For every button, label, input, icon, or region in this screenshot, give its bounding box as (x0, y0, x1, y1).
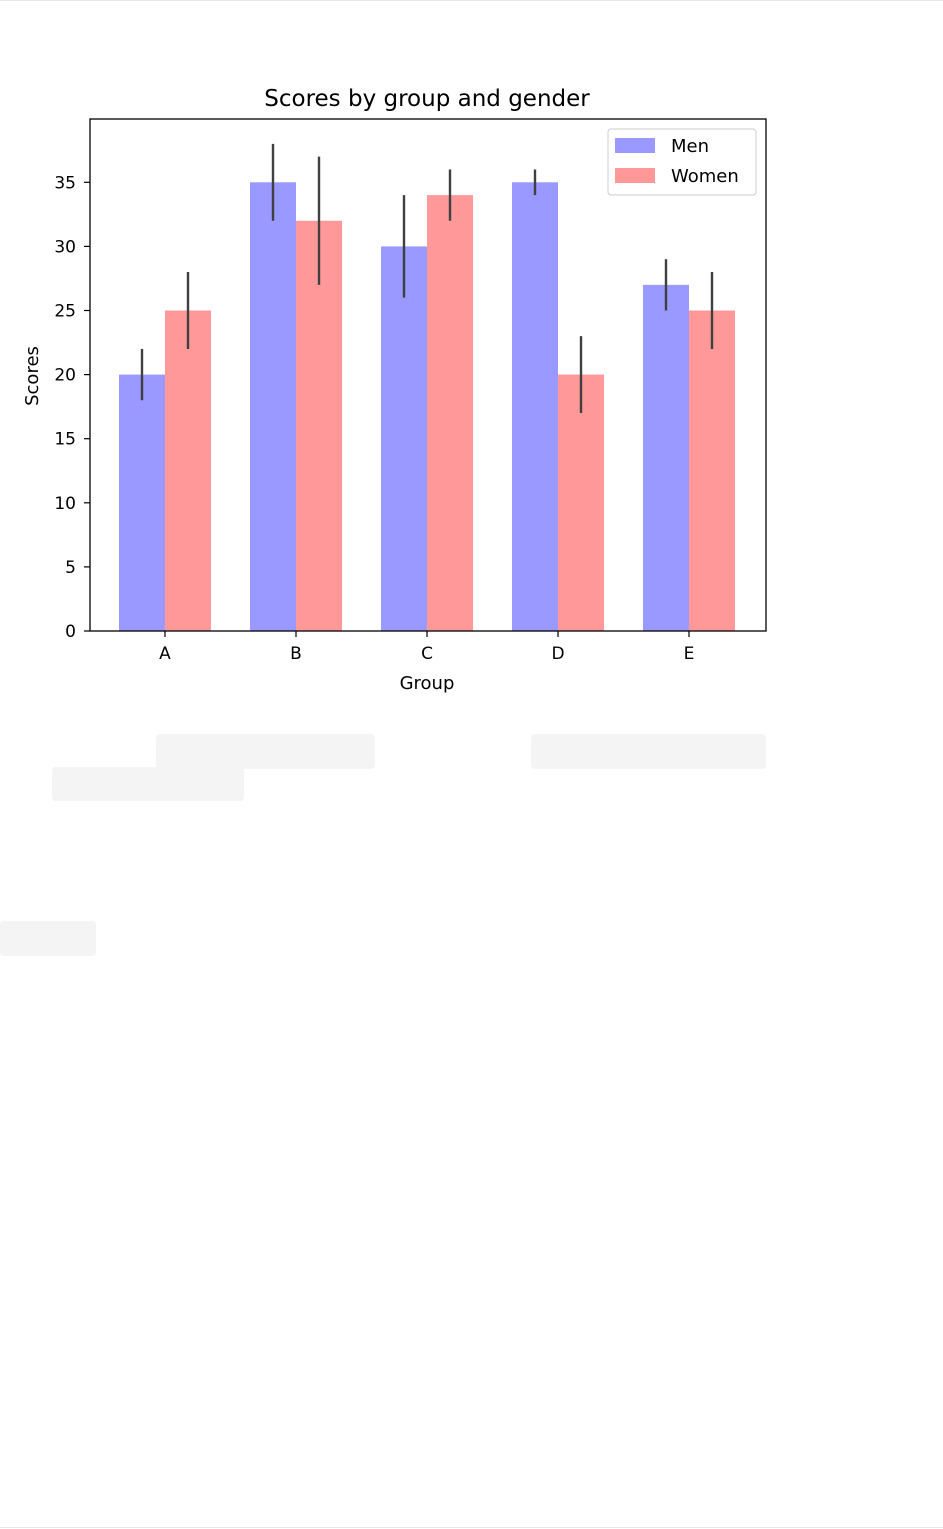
bar-women-c (427, 195, 473, 631)
top-divider (0, 0, 943, 1)
x-tick-label: A (159, 644, 171, 664)
y-tick-label: 15 (54, 430, 76, 450)
placeholder-block (156, 734, 375, 769)
bar-chart: Scores by group and gender 0 5 10 15 20 25 30 3… (22, 86, 767, 694)
bar-women-d (558, 374, 604, 631)
legend-swatch-women (615, 168, 655, 183)
bar-men-d (512, 182, 558, 632)
bar-women-e (689, 310, 735, 631)
y-tick-label: 35 (54, 173, 76, 193)
x-tick-label: C (421, 644, 433, 664)
x-tick-label: E (684, 644, 695, 664)
placeholder-block (52, 767, 244, 801)
bar-men-b (250, 182, 296, 632)
legend-label-women: Women (671, 166, 739, 187)
bar-women-b (296, 220, 342, 631)
legend-swatch-men (615, 138, 655, 153)
bar-men-c (381, 246, 427, 631)
bar-men-a (119, 374, 165, 631)
plot-area: 0 5 10 15 20 25 30 35 A B C D E (54, 118, 767, 664)
y-axis-label: Scores (22, 346, 43, 406)
x-axis-label: Group (400, 673, 455, 694)
x-tick-label: D (551, 644, 564, 664)
bar-men-e (643, 284, 689, 631)
bar-women-a (165, 310, 211, 631)
placeholder-block (0, 921, 96, 956)
y-tick-label: 0 (65, 622, 76, 642)
legend-label-men: Men (671, 136, 709, 157)
y-tick-label: 10 (54, 494, 76, 514)
x-tick-label: B (290, 644, 302, 664)
y-tick-label: 20 (54, 366, 76, 386)
legend: Men Women (607, 128, 757, 196)
chart-title: Scores by group and gender (264, 86, 590, 112)
placeholder-block (531, 734, 766, 769)
bottom-divider (0, 1527, 943, 1528)
y-tick-label: 30 (54, 237, 76, 257)
y-tick-label: 5 (65, 558, 76, 578)
y-tick-label: 25 (54, 302, 76, 322)
